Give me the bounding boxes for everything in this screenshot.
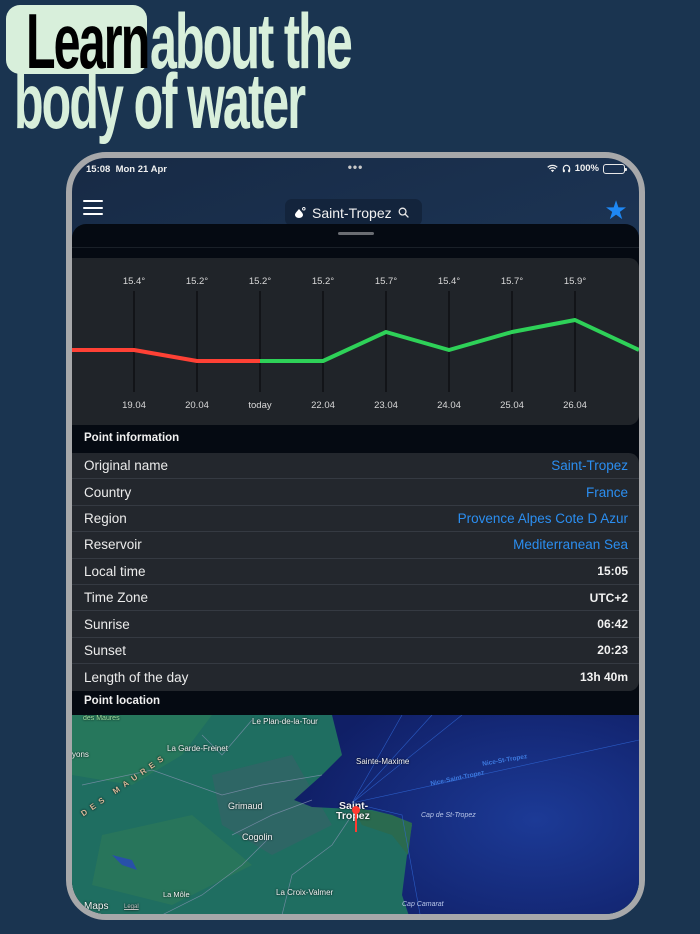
apple-maps-logo: Maps	[84, 901, 109, 912]
location-search-button[interactable]: Saint-Tropez	[285, 199, 422, 226]
home-indicator[interactable]	[253, 917, 461, 920]
status-time-date: 15:08 Mon 21 Apr	[86, 164, 167, 175]
map-label: La Croix-Valmer	[276, 888, 334, 897]
info-label: Reservoir	[84, 537, 142, 553]
info-label: Sunset	[84, 642, 127, 658]
headline-highlight-word: Learn	[26, 0, 150, 85]
headline-highlight-pill	[6, 5, 147, 74]
info-label: Time Zone	[84, 590, 149, 606]
headphones-icon	[562, 164, 570, 173]
chart-date-label: 23.04	[374, 400, 398, 411]
temperature-chart-plot	[72, 291, 639, 392]
chart-date-label: 22.04	[311, 400, 335, 411]
info-label: Original name	[84, 458, 169, 474]
map-label: Cap Camarat	[402, 901, 444, 908]
map-label: Cogolin	[242, 832, 273, 842]
map-label-saint-tropez: Tropez	[336, 810, 370, 822]
hamburger-menu-icon[interactable]	[83, 200, 103, 216]
day-length-value: 13h 40m	[579, 670, 628, 685]
region-link[interactable]: Provence Alpes Cote D Azur	[457, 510, 628, 526]
search-icon	[398, 207, 409, 218]
map-label-saint-tropez: Saint-	[339, 800, 369, 812]
legal-link[interactable]: Legal	[124, 904, 139, 910]
chart-value-label: 15.7°	[500, 276, 524, 287]
chart-date-label: 25.04	[500, 400, 524, 411]
info-row-original-name: Original name Saint-Tropez	[72, 453, 639, 480]
chart-date-label: 19.04	[122, 400, 146, 411]
status-bar: 15:08 Mon 21 Apr ••• 100%	[72, 158, 639, 180]
map-label: yons	[72, 750, 89, 759]
map-label: La Môle	[163, 890, 190, 899]
info-row-reservoir: Reservoir Mediterranean Sea	[72, 532, 639, 559]
info-row-sunrise: Sunrise 06:42	[72, 611, 639, 638]
status-indicators: 100%	[546, 163, 627, 174]
original-name-link[interactable]: Saint-Tropez	[551, 458, 628, 474]
map-label: Grimaud	[228, 801, 263, 811]
favorite-star-icon[interactable]: ★	[604, 195, 628, 225]
info-row-country: Country France	[72, 479, 639, 506]
multitasking-dots-icon[interactable]: •••	[347, 160, 364, 174]
chart-value-label: 15.4°	[437, 276, 461, 287]
info-label: Length of the day	[84, 669, 189, 685]
nav-bar: Saint-Tropez ★	[72, 188, 639, 232]
point-info-list: Original name Saint-Tropez Country Franc…	[72, 453, 639, 691]
sheet-grabber[interactable]	[337, 232, 374, 235]
section-title-point-information: Point information	[84, 432, 180, 444]
local-time-value: 15:05	[597, 564, 628, 579]
country-link[interactable]: France	[585, 484, 628, 500]
chart-date-label: 26.04	[563, 400, 587, 411]
location-name: Saint-Tropez	[312, 204, 392, 221]
section-title-point-location: Point location	[84, 695, 161, 707]
info-label: Country	[84, 484, 132, 500]
map-pin-icon[interactable]	[351, 805, 361, 833]
info-row-day-length: Length of the day 13h 40m	[72, 664, 639, 690]
promo-headline: Learn about the body of water	[0, 0, 700, 150]
reservoir-link[interactable]: Mediterranean Sea	[513, 537, 628, 553]
map-label: Cap de St-Tropez	[421, 812, 476, 819]
map-label: des Maures	[83, 715, 120, 722]
map-label: Sainte-Maxime	[356, 757, 410, 766]
chart-value-label: 15.4°	[122, 276, 146, 287]
chart-value-label: 15.2°	[311, 276, 335, 287]
headline-line1: about the	[150, 0, 353, 85]
chart-value-label: 15.9°	[563, 276, 587, 287]
info-row-local-time: Local time 15:05	[72, 559, 639, 585]
chart-date-label: 24.04	[437, 400, 461, 411]
chart-value-label: 15.2°	[248, 276, 272, 287]
water-drop-icon	[295, 207, 306, 218]
info-row-region: Region Provence Alpes Cote D Azur	[72, 506, 639, 533]
info-row-time-zone: Time Zone UTC+2	[72, 585, 639, 612]
chart-value-label: 15.2°	[185, 276, 209, 287]
info-label: Sunrise	[84, 616, 130, 632]
info-label: Region	[84, 510, 127, 526]
temperature-chart: 15.4° 15.2° 15.2° 15.2° 15.7° 15.4° 15.7…	[72, 258, 639, 425]
device-frame: 15:08 Mon 21 Apr ••• 100% Saint-Tropez ★	[66, 152, 645, 920]
chart-date-label: 20.04	[185, 400, 209, 411]
location-map[interactable]: des Maures Le Plan-de-la-Tour La Garde-F…	[72, 715, 639, 920]
info-label: Local time	[84, 563, 146, 579]
sunrise-value: 06:42	[597, 617, 628, 632]
bottom-sheet: 15.4° 15.2° 15.2° 15.2° 15.7° 15.4° 15.7…	[72, 224, 639, 920]
divider	[72, 247, 639, 248]
map-label: Le Plan-de-la-Tour	[252, 717, 318, 726]
headline-line2: body of water	[14, 57, 306, 145]
chart-date-label: today	[248, 400, 272, 411]
battery-icon	[603, 163, 627, 174]
wifi-icon	[546, 164, 558, 173]
info-row-sunset: Sunset 20:23	[72, 638, 639, 665]
map-label: La Garde-Freinet	[167, 744, 228, 753]
chart-value-label: 15.7°	[374, 276, 398, 287]
sunset-value: 20:23	[597, 643, 628, 658]
time-zone-value: UTC+2	[589, 590, 628, 605]
battery-percent: 100%	[574, 163, 599, 174]
